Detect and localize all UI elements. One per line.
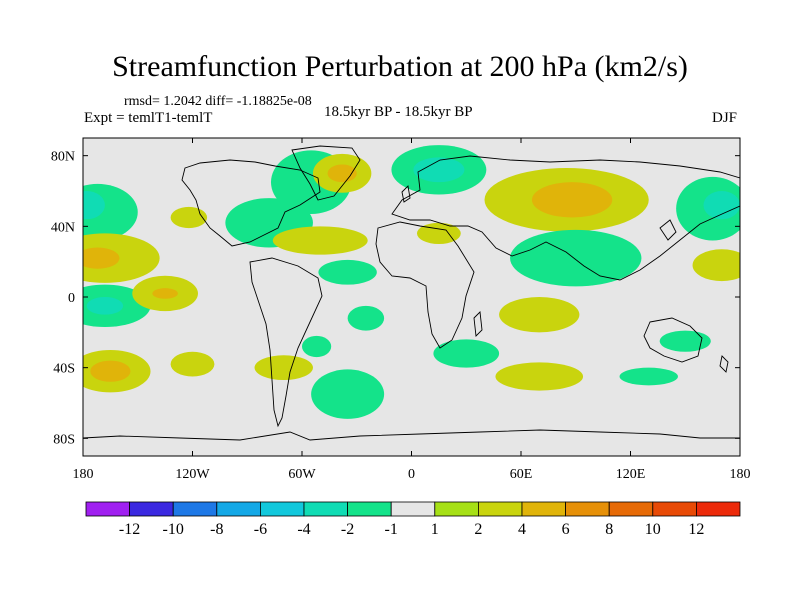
colorbar-label: -10 — [163, 521, 184, 538]
coast-eurasia — [391, 155, 740, 281]
anomaly-contour — [692, 249, 740, 282]
anomaly-contour — [433, 339, 500, 368]
colorbar-swatch — [303, 501, 348, 517]
x-tick-label: 180 — [730, 467, 751, 482]
colorbar-label: 8 — [605, 521, 613, 538]
colorbar-swatch — [347, 501, 392, 517]
anomaly-contour — [619, 367, 678, 386]
anomaly-contour — [83, 247, 120, 269]
y-tick-label: 80S — [53, 432, 75, 447]
colorbar-swatch — [608, 501, 654, 517]
colorbar-label: -1 — [385, 521, 398, 538]
colorbar-swatch — [696, 501, 741, 517]
x-tick-label: 180 — [73, 467, 94, 482]
anomaly-contour — [311, 369, 385, 419]
x-tick-label: 60W — [288, 467, 316, 482]
anomaly-contour — [272, 226, 368, 255]
colorbar-swatch — [477, 501, 523, 517]
anomaly-contour — [495, 362, 584, 391]
anomaly-contour — [170, 206, 208, 229]
colorbar-label: -4 — [297, 521, 310, 538]
colorbar-label: 2 — [474, 521, 482, 538]
y-tick-label: 80N — [51, 150, 75, 165]
chart-title: Streamfunction Perturbation at 200 hPa (… — [112, 50, 688, 83]
colorbar-label: 6 — [562, 521, 570, 538]
anomaly-contour — [254, 355, 313, 381]
colorbar-swatch — [172, 501, 218, 517]
colorbar-label: -12 — [119, 521, 140, 538]
anomaly-contour — [531, 182, 613, 218]
colorbar-swatch — [216, 501, 261, 517]
colorbar-swatch — [434, 501, 479, 517]
y-tick-label: 0 — [68, 291, 75, 306]
coast-greenland — [291, 145, 361, 201]
anomaly-contour — [83, 233, 160, 283]
colorbar-swatch — [390, 501, 436, 517]
coast-south-america — [249, 257, 323, 428]
anomaly-contour — [302, 335, 332, 358]
colorbar-swatch — [129, 501, 174, 517]
colorbar-label: 1 — [431, 521, 439, 538]
anomaly-layer — [83, 145, 740, 419]
anomaly-contour — [510, 229, 642, 287]
coast-japan — [659, 219, 677, 241]
coast-antarctica — [83, 429, 740, 441]
colorbar: -12 -10 -8 -6 -4 -2 -1 1 2 4 6 8 10 12 — [85, 501, 741, 538]
anomaly-contour — [90, 360, 131, 382]
colorbar-label: 4 — [518, 521, 526, 538]
anomaly-contour — [170, 351, 215, 377]
anomaly-contour — [327, 164, 357, 183]
x-tick-label: 60E — [510, 467, 533, 482]
coast-new-zealand — [719, 355, 729, 373]
coast-africa — [375, 221, 475, 349]
colorbar-label: -8 — [210, 521, 223, 538]
y-tick-label: 40N — [51, 220, 75, 235]
anomaly-contour — [659, 330, 711, 352]
anomaly-contour — [318, 259, 377, 285]
colorbar-swatch — [652, 501, 697, 517]
experiment-label: Expt = temlT1-temlT — [84, 110, 213, 126]
coast-uk — [401, 185, 411, 203]
anomaly-contour — [499, 297, 580, 333]
anomaly-contour — [83, 191, 105, 220]
colorbar-label: 12 — [688, 521, 704, 538]
period-label: 18.5kyr BP - 18.5kyr BP — [324, 104, 473, 120]
colorbar-label: 10 — [645, 521, 661, 538]
colorbar-swatch — [521, 501, 566, 517]
anomaly-contour — [347, 305, 385, 331]
colorbar-label: -6 — [254, 521, 267, 538]
colorbar-swatch — [85, 501, 130, 517]
anomaly-contour — [413, 157, 465, 183]
anomaly-contour — [86, 297, 124, 315]
coastlines — [83, 145, 740, 441]
anomaly-contour — [416, 222, 461, 244]
colorbar-swatch — [565, 501, 610, 517]
anomaly-contour — [152, 288, 178, 299]
x-tick-label: 120E — [616, 467, 646, 482]
x-tick-label: 120W — [175, 467, 210, 482]
stats-line: rmsd= 1.2042 diff= -1.18825e-08 — [124, 94, 312, 109]
colorbar-swatch — [259, 501, 305, 517]
coast-madagascar — [473, 311, 483, 337]
colorbar-label: -2 — [341, 521, 354, 538]
season-label: DJF — [712, 110, 738, 126]
axis-ticks: 180 120W 60W 0 60E 120E 180 80N 40N 0 40S 80S — [51, 138, 751, 482]
x-tick-label: 0 — [408, 467, 415, 482]
coast-north-america — [181, 159, 321, 247]
coast-australia — [643, 317, 703, 363]
anomaly-contour — [703, 191, 740, 220]
y-tick-label: 40S — [53, 362, 75, 377]
